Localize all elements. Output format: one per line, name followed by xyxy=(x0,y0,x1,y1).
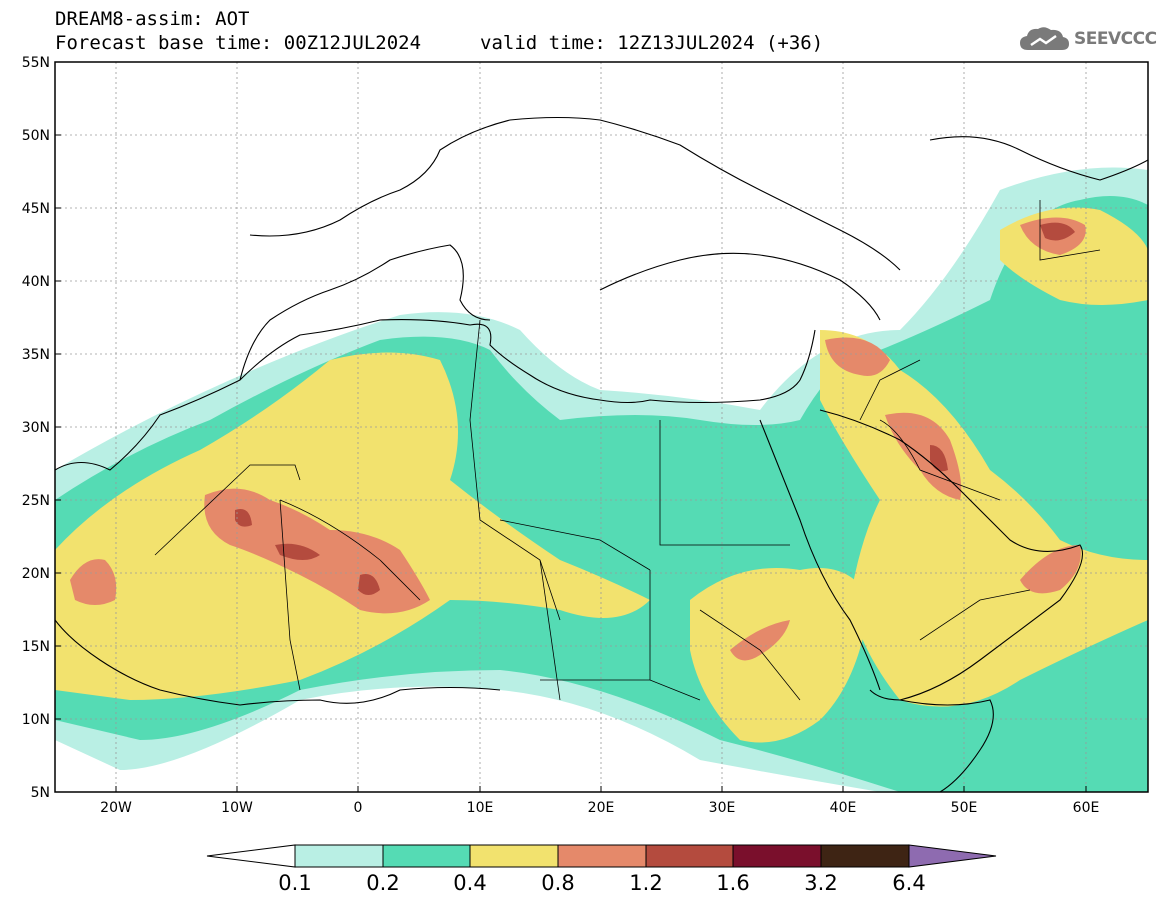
colorbar-label-6-4: 6.4 xyxy=(892,871,925,895)
lat-label-55n: 55N xyxy=(22,55,50,71)
lat-label-35n: 35N xyxy=(22,347,50,363)
cloud-icon xyxy=(1020,27,1069,50)
lon-label-10e: 10E xyxy=(467,800,494,816)
lat-label-20n: 20N xyxy=(22,566,50,582)
colorbar-label-0-4: 0.4 xyxy=(453,871,486,895)
valid-time-text: valid time: 12Z13JUL2024 (+36) xyxy=(480,32,824,54)
colorbar-bin-2 xyxy=(382,844,471,868)
lon-label-50e: 50E xyxy=(951,800,978,816)
colorbar-below-arrow xyxy=(206,844,296,868)
aot-level-4c xyxy=(825,337,890,376)
aot-level-3b xyxy=(690,568,870,743)
lat-label-40n: 40N xyxy=(22,274,50,290)
latitude-labels: 55N 50N 45N 40N 35N 30N 25N 20N 15N 10N … xyxy=(22,55,50,801)
title-product: DREAM8-assim: AOT xyxy=(55,8,250,30)
colorbar-bin-4 xyxy=(557,844,647,868)
title-base-time: Forecast base time: 00Z12JUL2024 valid ti… xyxy=(55,32,823,54)
longitude-labels: 20W 10W 0 10E 20E 30E 40E 50E 60E xyxy=(100,800,1099,816)
colorbar-label-0-8: 0.8 xyxy=(541,871,574,895)
ticks xyxy=(55,134,1087,792)
lon-label-30e: 30E xyxy=(709,800,736,816)
country-borders xyxy=(154,200,1101,701)
colorbar-label-1-2: 1.2 xyxy=(629,871,662,895)
aot-field xyxy=(55,167,1148,792)
base-time-text: Forecast base time: 00Z12JUL2024 xyxy=(55,32,422,54)
aot-level-5c xyxy=(235,509,252,527)
colorbar-bin-5 xyxy=(645,844,734,868)
colorbar: 0.1 0.2 0.4 0.8 1.2 1.6 3.2 6.4 xyxy=(206,844,997,895)
coastlines xyxy=(55,116,1148,792)
seevccc-logo: SEEVCCC xyxy=(1018,22,1157,56)
aot-level-4e xyxy=(1020,545,1081,594)
lat-label-25n: 25N xyxy=(22,493,50,509)
lon-label-0: 0 xyxy=(354,800,363,816)
lon-label-20e: 20E xyxy=(588,800,615,816)
colorbar-label-3-2: 3.2 xyxy=(804,871,837,895)
colorbar-bin-6 xyxy=(732,844,822,868)
lon-label-60e: 60E xyxy=(1073,800,1100,816)
lat-label-50n: 50N xyxy=(22,128,50,144)
aot-level-5d xyxy=(930,445,948,472)
aot-level-4b xyxy=(70,559,117,605)
lon-label-40e: 40E xyxy=(830,800,857,816)
lat-label-45n: 45N xyxy=(22,201,50,217)
lat-label-30n: 30N xyxy=(22,420,50,436)
colorbar-label-1-6: 1.6 xyxy=(716,871,749,895)
aot-level-5b xyxy=(358,574,380,595)
logo-text: SEEVCCC xyxy=(1074,29,1157,49)
colorbar-above-arrow xyxy=(908,844,997,868)
graticule xyxy=(55,62,1148,792)
aot-level-3 xyxy=(55,352,650,700)
colorbar-label-0-1: 0.1 xyxy=(278,871,311,895)
lat-label-5n: 5N xyxy=(31,785,50,801)
lat-label-10n: 10N xyxy=(22,712,50,728)
colorbar-label-0-2: 0.2 xyxy=(366,871,399,895)
colorbar-bin-3 xyxy=(469,844,559,868)
lon-label-20w: 20W xyxy=(100,800,132,816)
aot-level-5e xyxy=(1040,222,1075,241)
aot-level-4g xyxy=(730,620,790,661)
lon-label-10w: 10W xyxy=(221,800,253,816)
colorbar-bin-1 xyxy=(294,844,384,868)
aot-level-5 xyxy=(275,543,320,560)
lat-label-15n: 15N xyxy=(22,639,50,655)
colorbar-bin-7 xyxy=(820,844,910,868)
